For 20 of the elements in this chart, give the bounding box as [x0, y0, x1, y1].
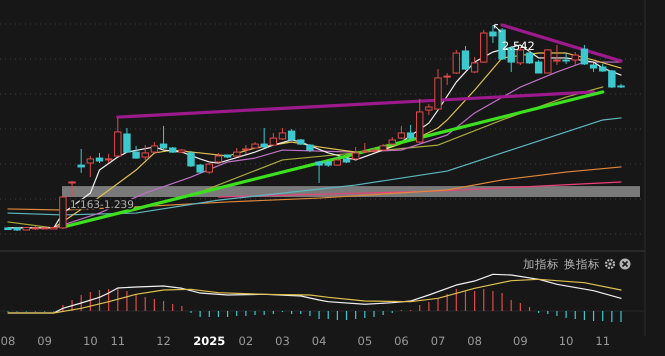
x-tick-label: 03	[275, 334, 290, 348]
x-tick-label: 11	[110, 334, 126, 348]
x-tick-label: 02	[238, 334, 254, 348]
x-tick-label: 11	[595, 334, 610, 348]
x-tick-label: 05	[358, 334, 372, 348]
text: 换指标	[564, 257, 600, 271]
text: 加指标	[523, 257, 559, 271]
x-tick-label: 06	[394, 334, 409, 348]
x-tick-label: 10	[558, 334, 574, 348]
x-tick-label: 10	[83, 334, 98, 348]
x-tick-label: 2025	[193, 334, 226, 348]
candlestick	[77, 148, 85, 174]
x-tick-label: 08	[0, 334, 16, 348]
x-tick-label: 12	[156, 334, 171, 348]
x-tick-label: 08	[467, 334, 482, 348]
x-tick-label: 09	[37, 334, 52, 348]
x-tick-label: 04	[312, 334, 326, 348]
x-tick-label: 09	[513, 334, 528, 348]
candlestick	[489, 24, 497, 44]
x-tick-label: 07	[430, 334, 446, 348]
